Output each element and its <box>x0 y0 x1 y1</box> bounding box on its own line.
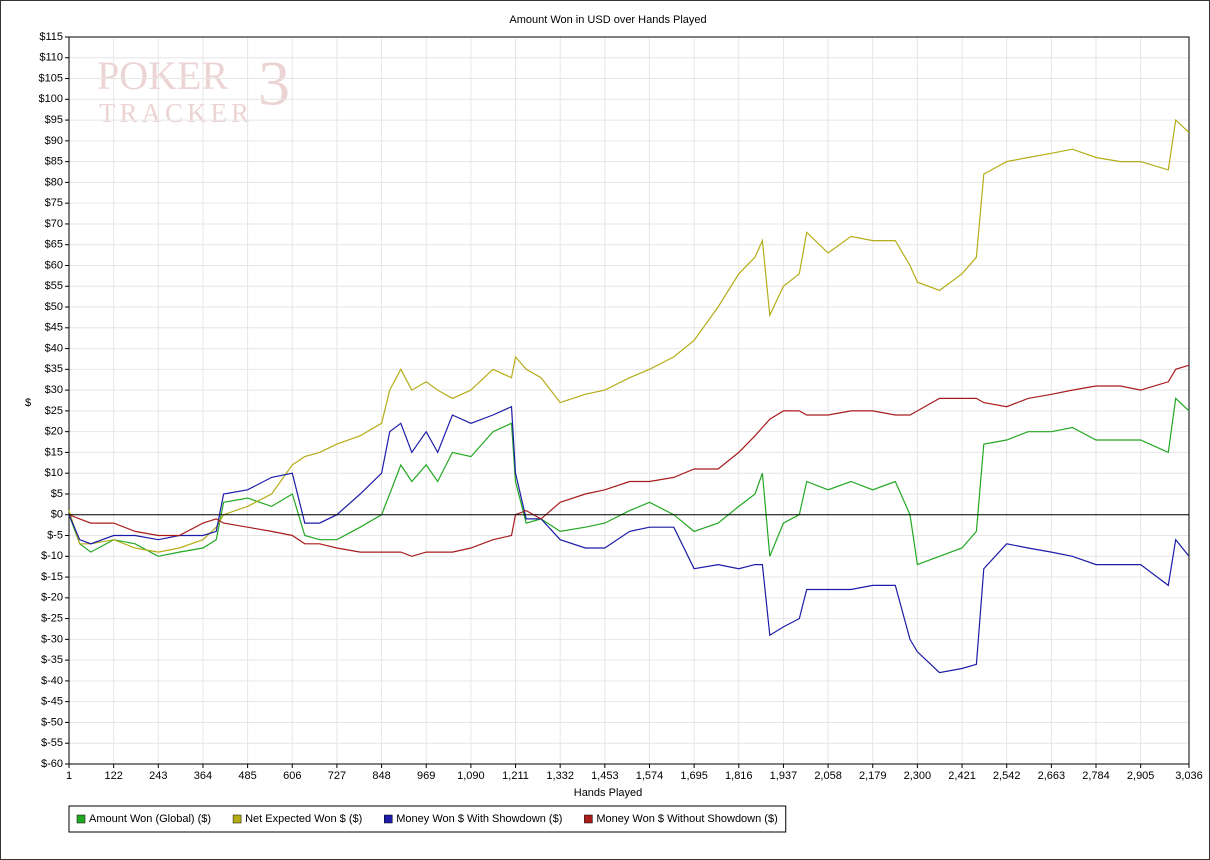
chart-title: Amount Won in USD over Hands Played <box>509 14 706 26</box>
y-tick-label: $25 <box>45 405 63 417</box>
series-line <box>68 364 1190 557</box>
y-tick-label: $-50 <box>41 716 63 728</box>
x-tick-label: 727 <box>328 770 346 782</box>
legend-label: Amount Won (Global) ($) <box>89 813 211 825</box>
legend-swatch <box>232 814 242 824</box>
y-tick-label: $55 <box>45 280 63 292</box>
y-tick-label: $35 <box>45 363 63 375</box>
y-tick-label: $-10 <box>41 550 63 562</box>
y-tick-label: $-60 <box>41 758 63 770</box>
x-tick-label: 243 <box>149 770 167 782</box>
y-tick-label: $15 <box>45 446 63 458</box>
y-tick-label: $65 <box>45 239 63 251</box>
y-tick-label: $90 <box>45 135 63 147</box>
y-tick-label: $110 <box>39 52 63 64</box>
y-tick-label: $95 <box>45 114 63 126</box>
y-tick-label: $-30 <box>41 633 63 645</box>
y-tick-label: $115 <box>39 31 63 43</box>
logo-line1: POKER <box>97 53 228 98</box>
series-line <box>68 397 1190 566</box>
y-tick-label: $70 <box>45 218 63 230</box>
x-tick-label: 848 <box>372 770 390 782</box>
x-tick-label: 2,421 <box>948 770 976 782</box>
x-axis-label: Hands Played <box>574 787 643 799</box>
y-tick-label: $-45 <box>41 696 63 708</box>
legend-swatch <box>584 814 593 824</box>
y-tick-label: $-25 <box>41 613 63 625</box>
x-tick-label: 1,211 <box>502 770 529 782</box>
y-tick-label: $-35 <box>41 654 63 666</box>
x-tick-label: 2,058 <box>814 770 842 782</box>
x-tick-label: 485 <box>238 770 256 782</box>
legend-box <box>68 805 787 833</box>
y-tick-label: $40 <box>45 342 63 354</box>
x-tick-label: 2,179 <box>859 770 887 782</box>
logo-mark: 3 <box>258 48 290 119</box>
x-tick-label: 2,905 <box>1127 770 1155 782</box>
y-tick-label: $10 <box>45 467 63 479</box>
y-tick-label: $0 <box>51 509 63 521</box>
y-tick-label: $100 <box>39 93 63 105</box>
x-tick-label: 1,453 <box>591 770 619 782</box>
x-tick-label: 2,663 <box>1038 770 1066 782</box>
y-tick-label: $-5 <box>47 529 63 541</box>
logo-line2: TRACKER <box>99 98 253 128</box>
x-tick-label: 3,036 <box>1175 770 1203 782</box>
series-line <box>68 118 1190 553</box>
x-tick-label: 606 <box>283 770 301 782</box>
x-tick-label: 122 <box>104 770 122 782</box>
legend-label: Net Expected Won $ ($) <box>245 813 362 825</box>
x-tick-label: 969 <box>417 770 435 782</box>
y-tick-label: $45 <box>45 322 63 334</box>
legend-swatch <box>384 814 393 824</box>
y-tick-label: $75 <box>45 197 63 209</box>
legend-swatch <box>76 814 86 824</box>
x-tick-label: 2,784 <box>1082 770 1110 782</box>
y-tick-label: $105 <box>39 72 63 84</box>
y-tick-label: $30 <box>45 384 63 396</box>
y-tick-label: $20 <box>45 426 63 438</box>
y-axis-label: $ <box>25 397 31 409</box>
x-tick-label: 1,816 <box>725 770 753 782</box>
plot-border <box>68 36 1190 765</box>
x-tick-label: 1,574 <box>636 770 664 782</box>
y-tick-label: $80 <box>45 176 63 188</box>
x-tick-label: 364 <box>194 770 212 782</box>
x-tick-label: 1 <box>66 770 72 782</box>
legend-label: Money Won $ With Showdown ($) <box>396 813 562 825</box>
legend: Amount Won (Global) ($) Net Expected Won … <box>68 805 787 833</box>
y-tick-label: $5 <box>51 488 63 500</box>
legend-label: Money Won $ Without Showdown ($) <box>596 813 777 825</box>
series-line <box>68 405 1190 674</box>
y-tick-label: $-40 <box>41 675 63 687</box>
x-tick-label: 2,542 <box>993 770 1021 782</box>
x-tick-label: 1,937 <box>770 770 798 782</box>
y-tick-label: $50 <box>45 301 63 313</box>
y-tick-label: $60 <box>45 259 63 271</box>
y-tick-label: $-55 <box>41 737 63 749</box>
y-tick-label: $-15 <box>41 571 63 583</box>
x-tick-label: 2,300 <box>904 770 932 782</box>
x-tick-label: 1,090 <box>457 770 485 782</box>
x-tick-label: 1,332 <box>546 770 574 782</box>
y-tick-label: $85 <box>45 156 63 168</box>
y-tick-label: $-20 <box>41 592 63 604</box>
x-tick-label: 1,695 <box>680 770 708 782</box>
